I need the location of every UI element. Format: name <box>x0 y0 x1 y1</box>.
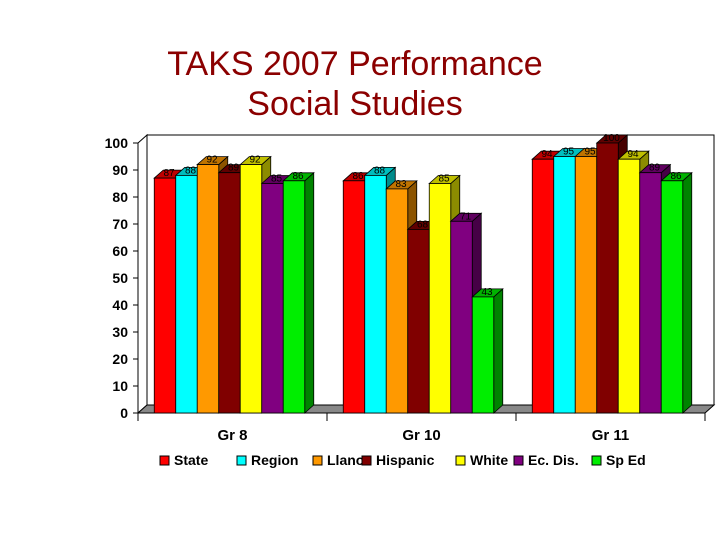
data-label: 94 <box>627 149 639 160</box>
data-label: 71 <box>460 211 472 222</box>
y-tick-label: 0 <box>120 405 128 421</box>
data-label: 86 <box>352 171 364 182</box>
y-tick-label: 70 <box>112 216 128 232</box>
bar <box>450 220 473 414</box>
legend-label: White <box>470 452 508 468</box>
chart-title-line-2: Social Studies <box>247 85 463 123</box>
y-tick-label: 90 <box>112 162 128 178</box>
data-label: 94 <box>541 149 553 160</box>
bar <box>660 180 684 414</box>
bar <box>196 164 220 414</box>
bar <box>471 296 495 414</box>
legend-label: Region <box>251 452 298 468</box>
bar <box>282 180 306 414</box>
data-label: 43 <box>481 287 493 298</box>
data-label: 83 <box>395 179 407 190</box>
data-label: 88 <box>374 165 386 176</box>
bar <box>342 180 366 414</box>
x-category-label: Gr 11 <box>592 427 630 444</box>
bar <box>553 156 576 414</box>
legend-label: State <box>174 452 208 468</box>
y-tick-label: 10 <box>112 378 128 394</box>
bar <box>153 177 177 414</box>
data-label: 89 <box>649 163 661 174</box>
data-label: 95 <box>584 147 596 158</box>
data-label: 92 <box>249 155 261 166</box>
bar <box>531 158 555 414</box>
y-tick-label: 60 <box>112 243 128 259</box>
data-label: 89 <box>228 163 240 174</box>
data-label: 85 <box>271 174 283 185</box>
legend-label: Sp Ed <box>606 452 646 468</box>
bar <box>385 188 409 414</box>
data-label: 92 <box>206 155 218 166</box>
bar <box>639 172 662 414</box>
y-tick-label: 40 <box>112 297 128 313</box>
bar <box>239 164 263 414</box>
data-label: 88 <box>185 165 197 176</box>
legend-swatch <box>361 455 372 466</box>
bar <box>428 183 452 414</box>
legend-swatch <box>591 455 602 466</box>
bar-side <box>682 171 693 414</box>
data-label: 95 <box>563 147 575 158</box>
y-tick-label: 100 <box>105 135 129 151</box>
legend-swatch <box>455 455 466 466</box>
y-tick-label: 30 <box>112 324 128 340</box>
bar <box>175 174 198 414</box>
legend-swatch <box>513 455 524 466</box>
data-label: 86 <box>670 171 682 182</box>
bar <box>218 172 241 414</box>
x-category-label: Gr 8 <box>217 427 247 444</box>
legend-label: Llano <box>327 452 364 468</box>
y-tick-label: 80 <box>112 189 128 205</box>
data-label: 68 <box>417 219 429 230</box>
data-label: 85 <box>438 174 450 185</box>
data-label: 87 <box>163 168 175 179</box>
bar <box>596 142 619 414</box>
legend-label: Hispanic <box>376 452 435 468</box>
legend-label: Ec. Dis. <box>528 452 579 468</box>
data-label: 100 <box>603 133 620 144</box>
y-tick-label: 50 <box>112 270 128 286</box>
chart-title-line-1: TAKS 2007 Performance <box>167 45 543 83</box>
bar <box>617 158 641 414</box>
bar <box>364 174 387 414</box>
data-label: 86 <box>292 171 304 182</box>
chart-title: TAKS 2007 Performance Social Studies <box>0 44 710 124</box>
plot-side-wall <box>137 133 148 415</box>
legend-swatch <box>312 455 323 466</box>
bar <box>261 183 284 414</box>
legend-swatch <box>236 455 247 466</box>
bar <box>407 228 430 414</box>
bar-side <box>304 171 315 414</box>
y-tick-label: 20 <box>112 351 128 367</box>
x-category-label: Gr 10 <box>402 427 440 444</box>
bar <box>574 156 598 414</box>
bar-side <box>493 288 504 414</box>
legend-swatch <box>159 455 170 466</box>
